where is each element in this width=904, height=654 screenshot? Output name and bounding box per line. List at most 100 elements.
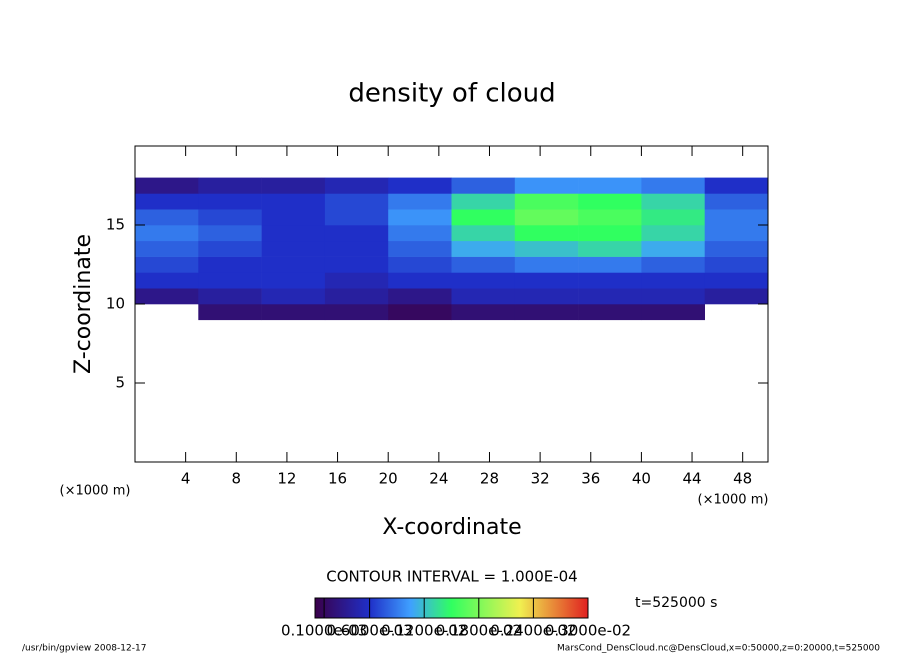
cell	[198, 304, 262, 321]
cell	[704, 209, 769, 226]
cell	[704, 272, 769, 289]
cell	[324, 304, 389, 321]
cell	[704, 256, 769, 273]
cell	[451, 193, 516, 210]
cell	[704, 193, 769, 210]
cell	[514, 209, 579, 226]
time-label: t=525000 s	[635, 595, 717, 611]
x-tick-label: 40	[632, 470, 651, 488]
cell	[198, 240, 262, 257]
x-tick-label: 28	[480, 470, 499, 488]
cell	[198, 256, 262, 273]
cell	[324, 256, 389, 273]
cell	[388, 225, 452, 242]
cell	[514, 177, 579, 194]
cell	[135, 209, 199, 226]
cell	[135, 240, 199, 257]
cell	[704, 240, 769, 257]
cell	[451, 272, 516, 289]
cell	[641, 256, 705, 273]
cell	[388, 209, 452, 226]
x-axis-label: X-coordinate	[382, 515, 521, 540]
cell	[578, 304, 642, 321]
cell	[198, 288, 262, 305]
colorbar-tick-label: 0.1200e-02	[381, 622, 467, 640]
cell	[641, 177, 705, 194]
x-tick-label: 4	[181, 470, 191, 488]
y-tick-label: 15	[106, 216, 125, 234]
cell	[578, 272, 642, 289]
cell	[198, 209, 262, 226]
x-tick-label: 36	[581, 470, 600, 488]
y-tick-label: 10	[106, 295, 125, 313]
footer-left: /usr/bin/gpview 2008-12-17	[22, 644, 146, 654]
cell	[261, 225, 326, 242]
cell	[261, 240, 326, 257]
cell	[388, 272, 452, 289]
x-tick-label: 32	[531, 470, 550, 488]
cell	[641, 272, 705, 289]
cell	[514, 288, 579, 305]
x-tick-label: 12	[277, 470, 296, 488]
cell	[261, 193, 326, 210]
cell	[514, 225, 579, 242]
cell	[641, 288, 705, 305]
y-axis-label: Z-coordinate	[71, 234, 96, 374]
cell	[641, 209, 705, 226]
cell	[198, 272, 262, 289]
cell	[135, 225, 199, 242]
x-tick-label: 48	[733, 470, 752, 488]
cell	[388, 193, 452, 210]
cell	[324, 225, 389, 242]
cell	[261, 177, 326, 194]
cell	[261, 288, 326, 305]
x-unit: (×1000 m)	[698, 493, 769, 508]
cell	[514, 193, 579, 210]
cell	[324, 240, 389, 257]
cell	[578, 256, 642, 273]
cell	[261, 209, 326, 226]
colorbar-tick-label: 0.1800e-02	[436, 622, 522, 640]
cell	[324, 177, 389, 194]
cell	[704, 177, 769, 194]
cell	[388, 256, 452, 273]
cell	[451, 304, 516, 321]
cell	[261, 304, 326, 321]
cell	[514, 256, 579, 273]
chart-title: density of cloud	[348, 79, 555, 109]
cell	[324, 209, 389, 226]
cell	[261, 256, 326, 273]
cell	[388, 304, 452, 321]
cell	[135, 288, 199, 305]
cell	[135, 193, 199, 210]
cell	[578, 209, 642, 226]
y-unit: (×1000 m)	[60, 484, 131, 499]
cell	[198, 225, 262, 242]
cell	[578, 240, 642, 257]
cell	[704, 288, 769, 305]
colorbar-tick-label: 0.3000e-02	[545, 622, 631, 640]
x-tick-label: 20	[379, 470, 398, 488]
cell	[451, 288, 516, 305]
cell	[451, 177, 516, 194]
colorbar-tick-label: 0.1000e-03	[281, 622, 367, 640]
cell	[514, 304, 579, 321]
x-tick-label: 24	[429, 470, 448, 488]
cell	[388, 177, 452, 194]
cell	[324, 272, 389, 289]
cell	[324, 288, 389, 305]
cell	[198, 177, 262, 194]
cell	[451, 256, 516, 273]
x-tick-label: 16	[328, 470, 347, 488]
cell	[641, 193, 705, 210]
cell	[578, 177, 642, 194]
cell	[324, 193, 389, 210]
y-tick-label: 5	[115, 374, 125, 392]
cell	[578, 225, 642, 242]
cell	[641, 225, 705, 242]
x-tick-label: 8	[232, 470, 242, 488]
cell	[514, 240, 579, 257]
cell	[704, 225, 769, 242]
cell	[388, 240, 452, 257]
